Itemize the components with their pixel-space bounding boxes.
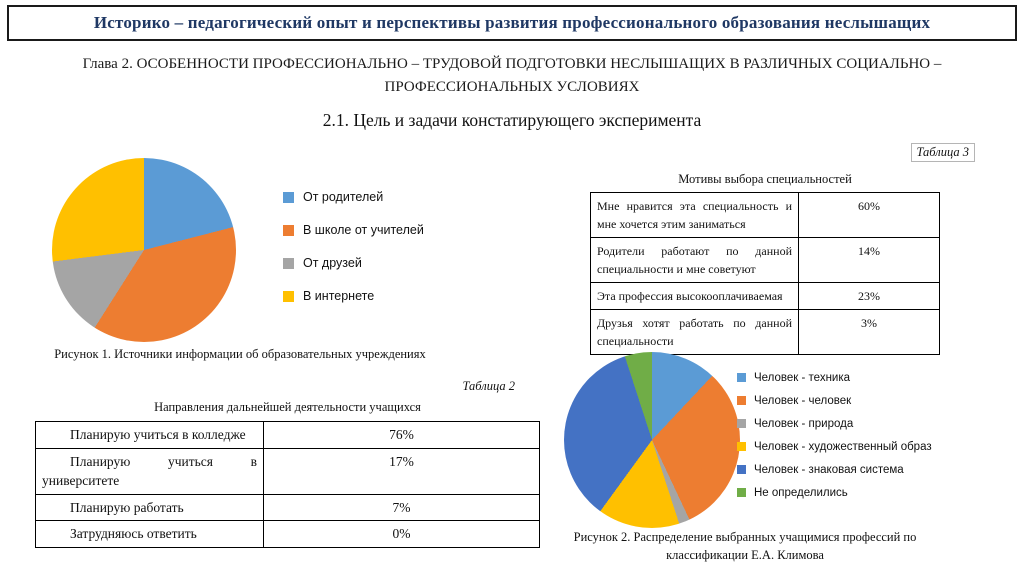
legend-label: Не определились <box>754 487 848 499</box>
legend-swatch-icon <box>737 419 746 428</box>
legend-item: Человек - знаковая система <box>737 463 932 477</box>
table-motives: Мне нравится эта специальность и мне хоч… <box>590 192 940 355</box>
table-cell-label: Затрудняюсь ответить <box>35 520 264 548</box>
table-cell-value: 14% <box>798 237 940 283</box>
legend-label: В школе от учителей <box>303 223 424 237</box>
table-row: Друзья хотят работать по данной специаль… <box>590 309 940 355</box>
table-cell-label: Друзья хотят работать по данной специаль… <box>590 309 799 355</box>
legend-swatch-icon <box>283 291 294 302</box>
slide-title-box: Историко – педагогический опыт и перспек… <box>7 5 1017 41</box>
table-cell-label: Планирую учиться в университете <box>35 447 264 495</box>
table-cell-value: 76% <box>263 421 540 449</box>
table2-label: Таблица 2 <box>462 379 515 393</box>
section-heading: 2.1. Цель и задачи констатирующего экспе… <box>322 110 702 130</box>
legend-item: В школе от учителей <box>283 223 424 238</box>
table-row: Затрудняюсь ответить 0% <box>35 520 540 548</box>
table-row: Родители работают по данной специальност… <box>590 237 940 283</box>
table-cell-label: Эта профессия высокооплачиваемая <box>590 282 799 310</box>
figure1-caption: Рисунок 1. Источники информации об образ… <box>54 347 426 361</box>
legend-item: Человек - художественный образ <box>737 440 932 454</box>
table-cell-label: Мне нравится эта специальность и мне хоч… <box>590 192 799 238</box>
table-cell-value: 0% <box>263 520 540 548</box>
legend-item: Человек - человек <box>737 394 932 408</box>
table3-label: Таблица 3 <box>910 143 975 162</box>
chapter-heading: Глава 2. ОСОБЕННОСТИ ПРОФЕССИОНАЛЬНО – Т… <box>82 56 942 95</box>
legend-swatch-icon <box>737 465 746 474</box>
legend-swatch-icon <box>283 192 294 203</box>
legend-swatch-icon <box>283 258 294 269</box>
legend-label: Человек - человек <box>754 395 852 407</box>
legend-swatch-icon <box>737 488 746 497</box>
legend-item: Человек - природа <box>737 417 932 431</box>
legend-label: Человек - знаковая система <box>754 464 904 476</box>
table-cell-value: 60% <box>798 192 940 238</box>
table-row: Мне нравится эта специальность и мне хоч… <box>590 192 940 238</box>
table-cell-value: 17% <box>263 447 540 495</box>
table-cell-value: 23% <box>798 282 940 310</box>
legend-swatch-icon <box>737 373 746 382</box>
legend-item: В интернете <box>283 289 424 304</box>
legend-label: В интернете <box>303 289 375 303</box>
table-row: Планирую учиться в университете 17% <box>35 447 540 495</box>
table-future-plans: Планирую учиться в колледже 76% Планирую у… <box>35 421 540 548</box>
table-row: Эта профессия высокооплачиваемая 23% <box>590 282 940 310</box>
legend-figure1: От родителей В школе от учителей От друзей… <box>283 190 424 322</box>
legend-label: Человек - природа <box>754 418 854 430</box>
table-cell-value: 3% <box>798 309 940 355</box>
legend-label: От друзей <box>303 256 362 270</box>
table2-title: Направления дальнейшей деятельности учащ… <box>154 400 421 414</box>
table-row: Планирую учиться в колледже 76% <box>35 421 540 449</box>
table3-title: Мотивы выбора специальностей <box>678 172 852 186</box>
legend-swatch-icon <box>737 396 746 405</box>
table-cell-label: Планирую работать <box>35 493 264 522</box>
legend-label: Человек - художественный образ <box>754 441 932 453</box>
legend-swatch-icon <box>283 225 294 236</box>
slide-title: Историко – педагогический опыт и перспек… <box>93 13 931 32</box>
legend-item: Человек - техника <box>737 371 932 385</box>
legend-item: От родителей <box>283 190 424 205</box>
legend-figure2: Человек - техника Человек - человек Челове… <box>737 371 932 509</box>
table-future-plans-body: Планирую учиться в колледже 76% Планирую у… <box>35 421 540 548</box>
table-row: Планирую работать 7% <box>35 493 540 522</box>
pie-chart-professions-klimov <box>564 352 740 528</box>
figure2-caption: Рисунок 2. Распределение выбранных учащи… <box>573 530 917 563</box>
legend-item: Не определились <box>737 486 932 500</box>
legend-label: Человек - техника <box>754 372 851 384</box>
legend-swatch-icon <box>737 442 746 451</box>
legend-item: От друзей <box>283 256 424 271</box>
legend-label: От родителей <box>303 190 384 204</box>
table-cell-value: 7% <box>263 493 540 522</box>
table-cell-label: Родители работают по данной специальност… <box>590 237 799 283</box>
table-cell-label: Планирую учиться в колледже <box>35 421 264 449</box>
table-motives-body: Мне нравится эта специальность и мне хоч… <box>590 192 940 355</box>
pie-chart-information-sources <box>52 158 236 342</box>
